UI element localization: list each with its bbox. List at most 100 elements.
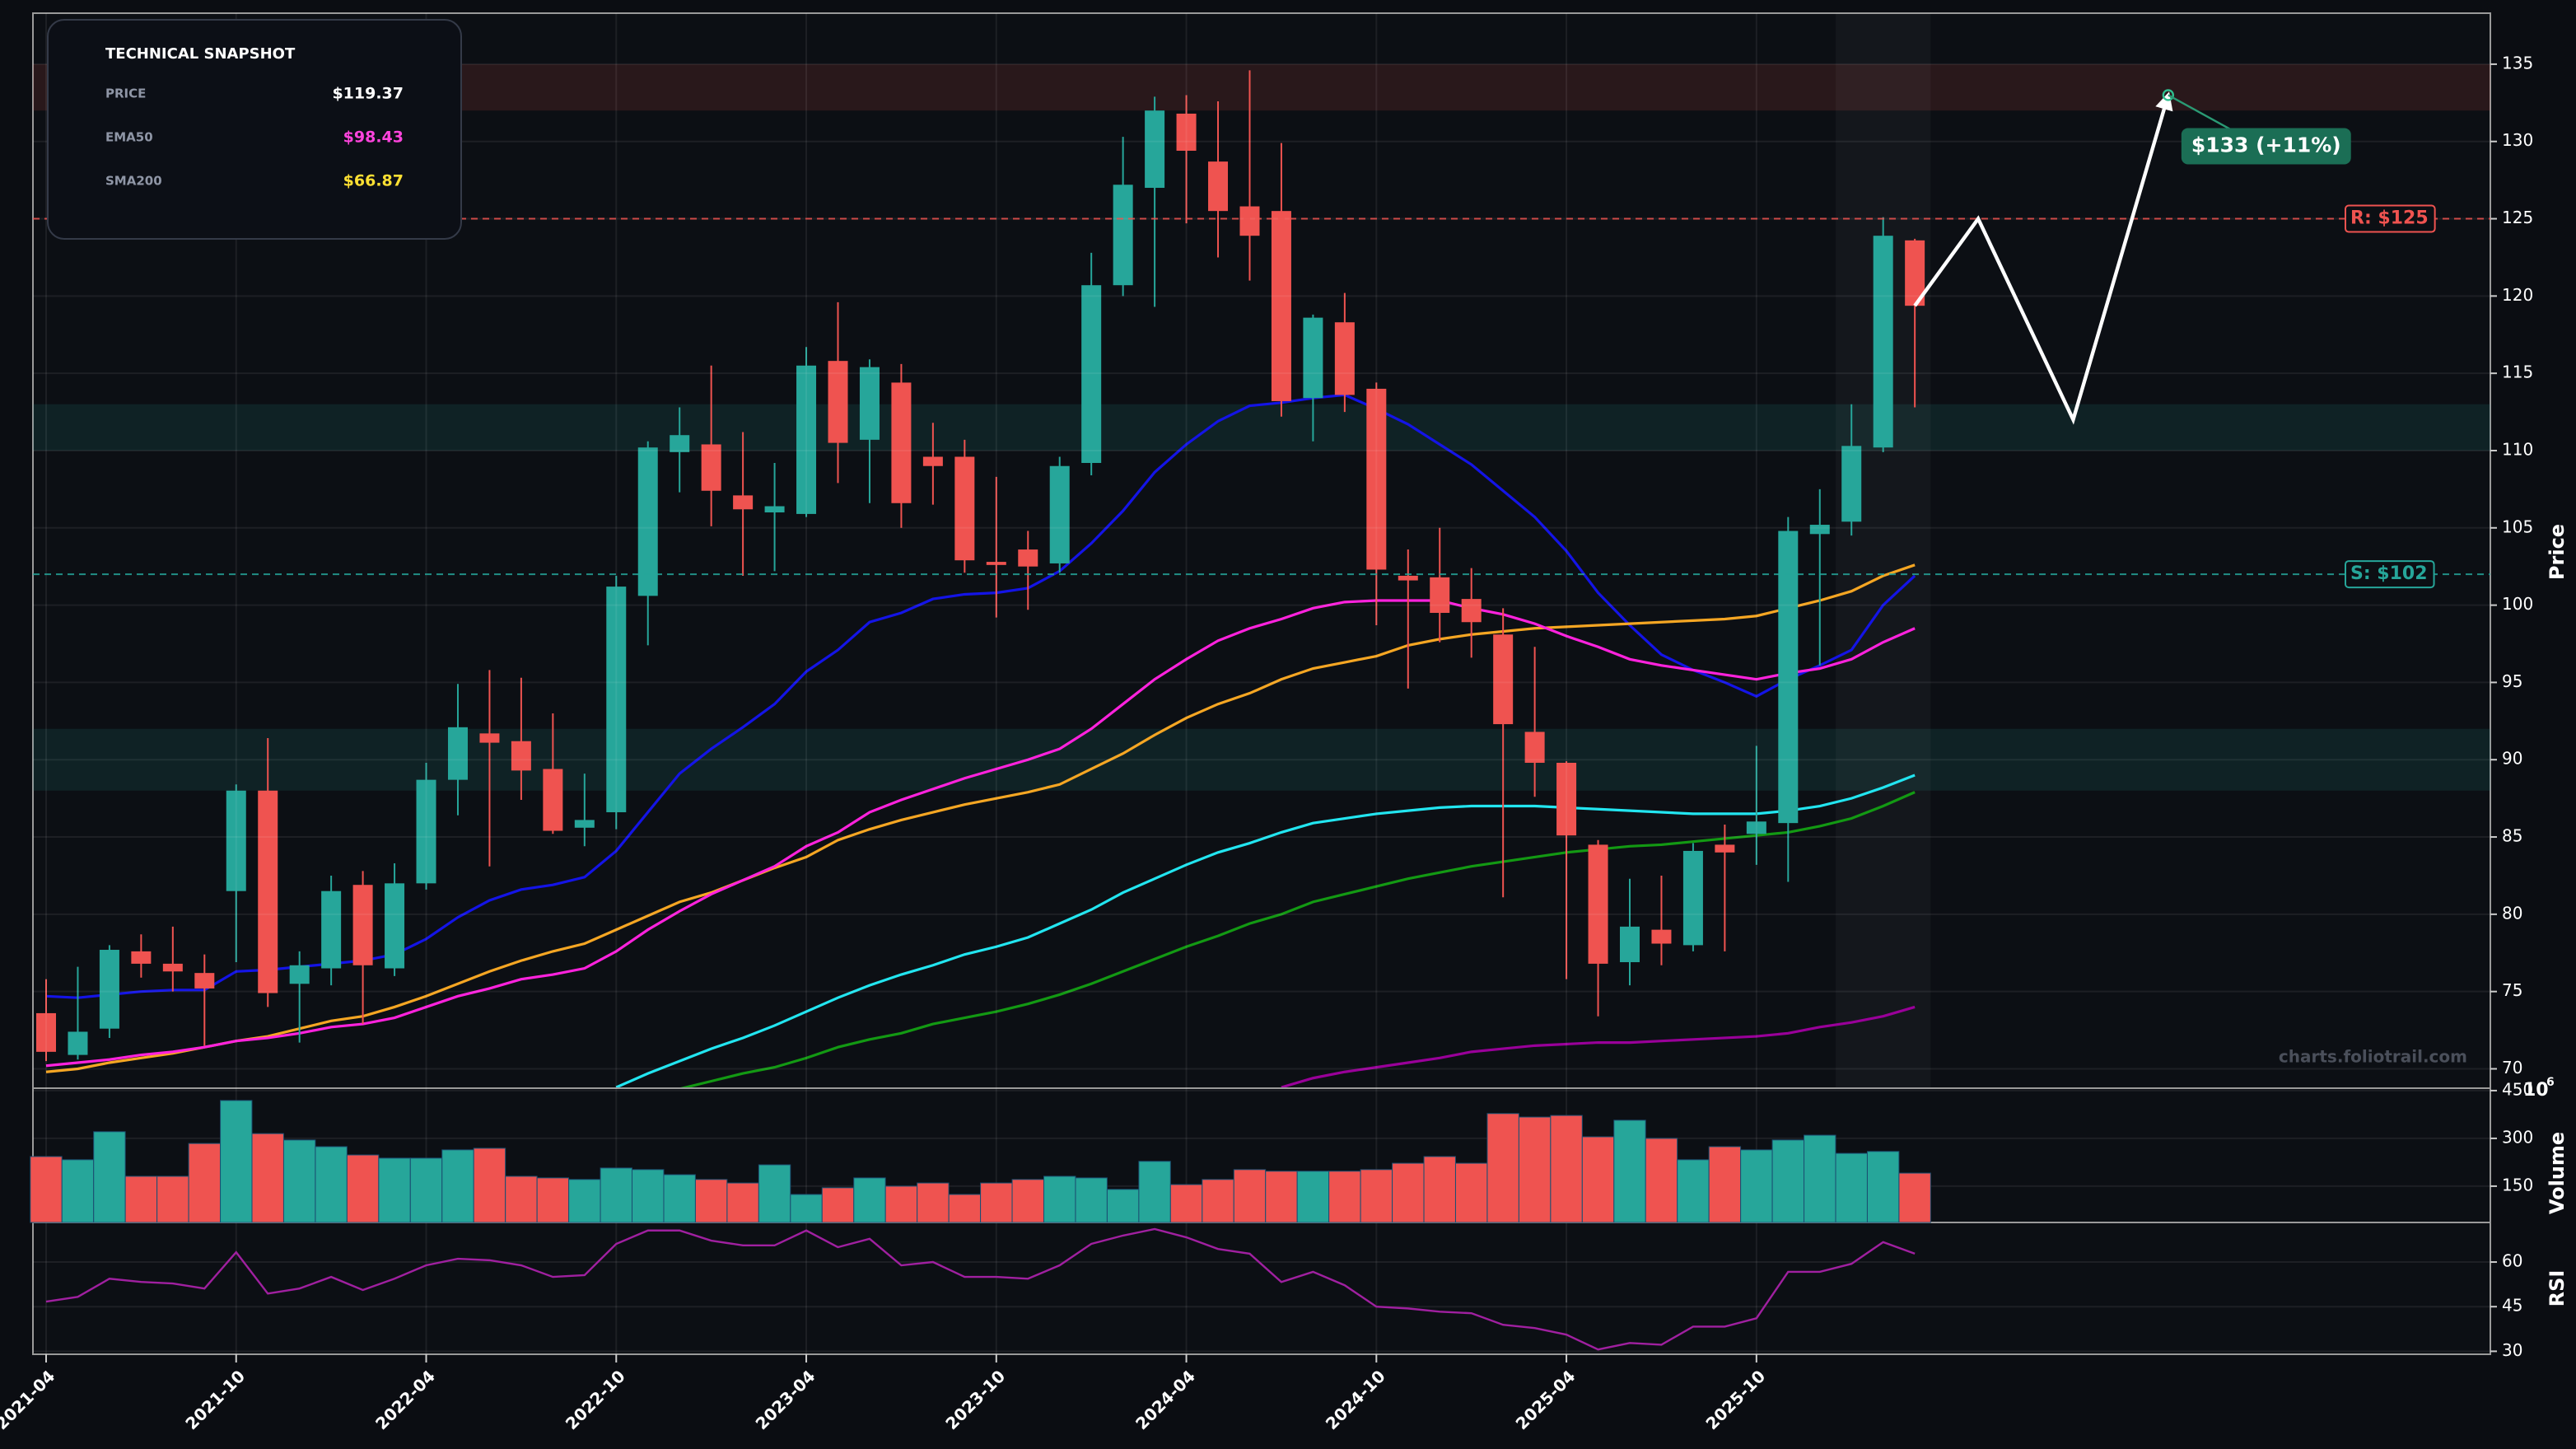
candle-body — [986, 562, 1006, 565]
candle-body — [954, 456, 975, 561]
volume-bar — [315, 1146, 348, 1223]
candle-body — [385, 883, 405, 969]
volume-bar — [1550, 1115, 1583, 1223]
volume-bar — [93, 1131, 126, 1223]
candle-body — [1430, 577, 1450, 613]
target-box — [2181, 128, 2351, 165]
volume-bar — [441, 1149, 474, 1223]
volume-bar — [1392, 1162, 1425, 1223]
volume-bar — [1423, 1156, 1456, 1223]
volume-bar — [853, 1177, 886, 1223]
volume-bar — [1296, 1171, 1330, 1223]
y-tick-label: 95 — [2502, 671, 2522, 691]
candle-body — [1873, 236, 1893, 448]
snapshot-value: $66.87 — [343, 172, 404, 190]
moving-average — [45, 599, 1916, 1068]
volume-bar — [1740, 1149, 1773, 1223]
volume-bar — [1455, 1162, 1488, 1223]
snapshot-box: TECHNICAL SNAPSHOT PRICE $119.37 EMA50 $98.… — [47, 19, 462, 240]
volume-tick-label: 450 — [2502, 1079, 2533, 1099]
volume-bar — [1771, 1139, 1805, 1223]
candle-body — [1176, 113, 1197, 151]
y-tick-label: 125 — [2502, 208, 2533, 227]
volume-bar — [378, 1157, 411, 1223]
volume-bar — [1360, 1169, 1393, 1223]
volume-bar — [1265, 1171, 1298, 1223]
volume-bar — [1138, 1161, 1171, 1223]
layer: 70 75 80 85 90 95 100 105 110 115 120 125 130 135 150 3… — [0, 13, 2533, 1433]
candle-body — [922, 456, 943, 466]
candle-body — [1651, 929, 1672, 944]
rsi-tick-label: 45 — [2502, 1296, 2522, 1316]
candle-body — [1588, 844, 1608, 964]
candle-body — [1746, 821, 1766, 834]
volume-bar — [505, 1176, 538, 1223]
moving-average — [45, 563, 1916, 1073]
candle-body — [670, 435, 690, 452]
volume-bar — [1613, 1119, 1646, 1223]
target-dot — [2162, 89, 2175, 101]
candle-body — [479, 733, 500, 743]
candle-body — [1271, 211, 1291, 401]
y-tick-label: 85 — [2502, 826, 2522, 846]
volume-bar — [821, 1187, 855, 1223]
volume-bar — [282, 1139, 316, 1223]
y-tick-label: 105 — [2502, 516, 2533, 536]
candle-body — [416, 779, 436, 884]
volume-bar — [758, 1164, 791, 1223]
snapshot-value: $119.37 — [332, 85, 404, 103]
candle-body — [1841, 446, 1862, 522]
candle-body — [701, 444, 721, 491]
snapshot-label: SMA200 — [105, 174, 162, 189]
volume-bar — [1043, 1176, 1076, 1223]
volume-bar — [568, 1179, 601, 1223]
y-tick-label: 90 — [2502, 749, 2522, 769]
volume-bar — [1486, 1113, 1519, 1223]
volume-bar — [61, 1159, 95, 1223]
volume-bar — [1011, 1179, 1044, 1223]
volume-bar — [473, 1148, 506, 1223]
candle-body — [1366, 388, 1387, 570]
volume-bar — [980, 1182, 1013, 1223]
candle-body — [1208, 161, 1229, 212]
volume-bar — [1328, 1171, 1361, 1223]
volume-bar — [1518, 1116, 1552, 1223]
projection-line — [1913, 91, 2173, 425]
candle-body — [194, 973, 215, 989]
moving-average — [615, 774, 1916, 1087]
candle-body — [1620, 926, 1640, 963]
volume-bar — [917, 1182, 950, 1223]
volume-bar — [884, 1185, 918, 1223]
volume-tick-label: 150 — [2502, 1175, 2533, 1194]
moving-average — [680, 791, 1916, 1087]
y-tick-label: 70 — [2502, 1058, 2522, 1077]
volume-bar — [632, 1169, 665, 1223]
candle-body — [1461, 599, 1482, 623]
volume-bar — [536, 1177, 570, 1223]
candle-body — [1018, 549, 1038, 567]
volume-bar — [600, 1167, 632, 1223]
volume-bar — [663, 1174, 696, 1223]
candle-body — [543, 769, 563, 831]
candle-body — [258, 790, 278, 993]
snapshot-label: PRICE — [105, 86, 146, 101]
candle-body — [764, 506, 785, 513]
volume-bar — [948, 1194, 982, 1223]
candle-body — [36, 1012, 56, 1052]
candle-body — [1556, 762, 1577, 836]
candle-body — [321, 890, 342, 969]
candle-body — [1493, 634, 1514, 725]
volume-bar — [1233, 1169, 1267, 1223]
volume-bar — [1804, 1134, 1836, 1223]
zone — [33, 404, 2490, 451]
rsi-line — [45, 1227, 1916, 1351]
volume-bar — [1581, 1136, 1615, 1223]
y-tick-label: 100 — [2502, 594, 2533, 614]
y-tick-label: 75 — [2502, 980, 2522, 1000]
volume-bar — [220, 1100, 253, 1223]
candle-body — [352, 885, 373, 965]
level-label: R: $125 — [2350, 208, 2429, 229]
level-label: S: $102 — [2350, 563, 2428, 584]
candle-body — [637, 447, 658, 596]
y-axis-label: Price — [2546, 524, 2569, 580]
